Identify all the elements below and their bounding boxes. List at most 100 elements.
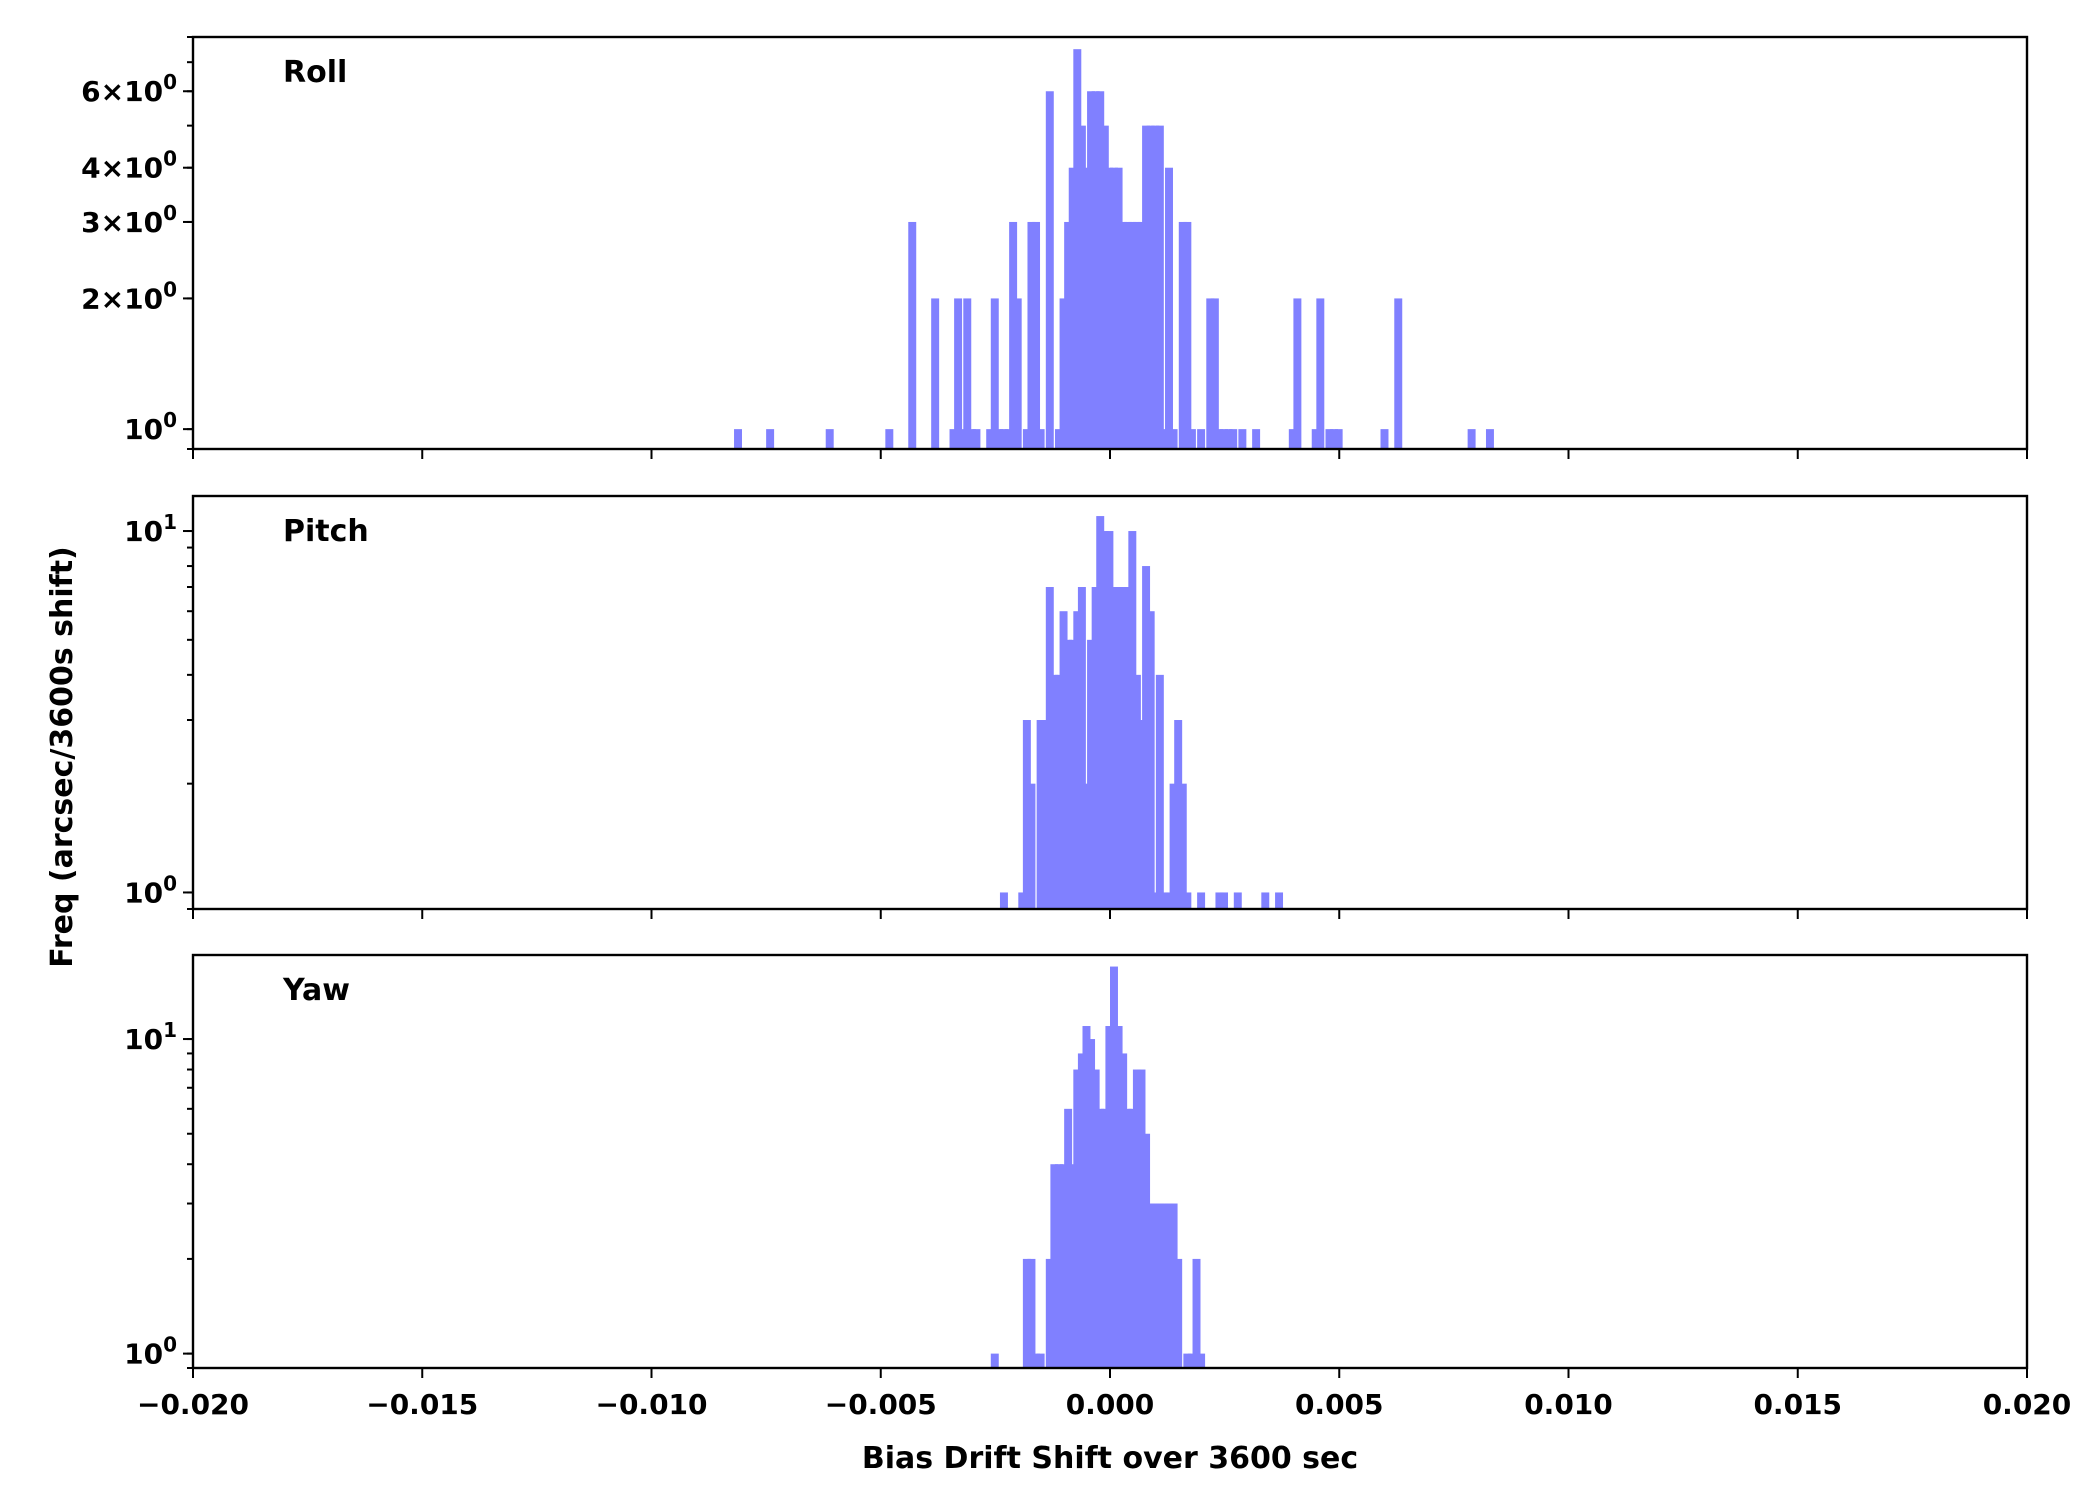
histogram-bar — [963, 298, 972, 449]
bars-pitch — [999, 516, 1284, 909]
histogram-bar — [1142, 1133, 1151, 1368]
histogram-bar — [1022, 720, 1031, 909]
histogram-bar — [1059, 298, 1068, 449]
histogram-bar — [1394, 298, 1403, 449]
histogram-bar — [1077, 1053, 1086, 1368]
histogram-bar — [1123, 1108, 1132, 1368]
histogram-bar — [1022, 429, 1031, 449]
histogram-bar — [958, 429, 967, 449]
histogram-bar — [1073, 49, 1082, 449]
histogram-bar — [967, 429, 976, 449]
histogram-bar — [1045, 587, 1054, 909]
histogram-bar — [1082, 1026, 1091, 1368]
histogram-bar — [1316, 298, 1325, 449]
histogram-bar — [1105, 167, 1114, 449]
histogram-bar — [1229, 429, 1238, 449]
histogram-bar — [1054, 1164, 1063, 1368]
histogram-bar — [1110, 966, 1118, 1368]
histogram-bar — [1206, 298, 1215, 449]
histogram-bar — [1068, 1164, 1077, 1368]
histogram-bar — [1054, 429, 1063, 449]
panel-label: Roll — [283, 55, 347, 90]
histogram-bar — [1160, 429, 1169, 449]
x-tick-label: −0.010 — [595, 1388, 707, 1421]
histogram-bar — [1233, 892, 1242, 909]
histogram-bar — [1132, 674, 1141, 909]
histogram-bar — [1215, 892, 1224, 909]
histogram-bar — [1155, 674, 1164, 909]
histogram-bar — [1224, 429, 1233, 449]
histogram-bar — [1183, 892, 1192, 909]
histogram-bar — [1169, 783, 1178, 909]
histogram-bar — [1485, 429, 1494, 449]
histogram-bar — [1146, 1203, 1155, 1368]
histogram-bar — [1169, 1203, 1178, 1368]
histogram-bar — [1105, 1026, 1114, 1368]
histogram-bar — [1160, 892, 1169, 909]
histogram-bar — [1100, 531, 1109, 909]
panel-yaw: −0.020 −0.015 −0.010 −0.005 0.000 0.005 0.010 0… — [124, 953, 2071, 1421]
x-tick-label: −0.020 — [137, 1388, 249, 1421]
y-tick-label: 100 — [124, 871, 177, 909]
histogram-bar — [1105, 531, 1114, 909]
histogram-bar — [1073, 611, 1082, 909]
histogram-bar — [1050, 1164, 1059, 1368]
histogram-bar — [1032, 221, 1041, 449]
histogram-bar — [1128, 531, 1137, 909]
histogram-bar — [1174, 1258, 1183, 1368]
histogram-bar — [1192, 1258, 1201, 1368]
histogram-bar — [1059, 1164, 1068, 1368]
histogram-bar — [1132, 1069, 1141, 1368]
histogram-bar — [1027, 221, 1036, 449]
histogram-bar — [1032, 1353, 1041, 1368]
histogram-bar — [954, 298, 963, 449]
histogram-bar — [1096, 516, 1105, 909]
histogram-bar — [1114, 1026, 1123, 1368]
histogram-bar — [1036, 720, 1045, 909]
histogram-bar — [1119, 221, 1128, 449]
histogram-bar — [999, 892, 1008, 909]
histogram-bar — [1009, 221, 1018, 449]
histogram-bar — [908, 221, 917, 449]
histogram-bar — [1165, 892, 1173, 909]
histogram-bar — [1036, 429, 1045, 449]
histogram-bar — [1132, 221, 1141, 449]
histogram-bar — [1114, 587, 1123, 909]
x-tick-label: −0.015 — [366, 1388, 478, 1421]
histogram-bar — [1073, 1069, 1082, 1368]
histogram-bar — [1128, 221, 1137, 449]
histogram-bar — [1155, 125, 1164, 449]
histogram-bar — [1155, 1203, 1164, 1368]
histogram-bar — [1096, 1108, 1105, 1368]
histogram-bar — [995, 429, 1004, 449]
histogram-bar — [1045, 1258, 1054, 1368]
histogram-bar — [1142, 125, 1151, 449]
histogram-bar — [1096, 91, 1105, 449]
histogram-bar — [1068, 167, 1077, 449]
histogram-bar — [1174, 720, 1183, 909]
histogram-bar — [1183, 221, 1192, 449]
histogram-bar — [1220, 429, 1229, 449]
histogram-bar — [1128, 1108, 1137, 1368]
histogram-bar — [1151, 125, 1160, 449]
bars-yaw — [990, 966, 1206, 1368]
x-tick-label: 0.005 — [1295, 1388, 1384, 1421]
histogram-bar — [1091, 91, 1100, 449]
histogram-bar — [1027, 783, 1036, 909]
histogram-bar — [1220, 892, 1229, 909]
histogram-bar — [1311, 429, 1320, 449]
histogram-bar — [1183, 1353, 1192, 1368]
histogram-bar — [1187, 429, 1196, 449]
histogram-bar — [1064, 1108, 1073, 1368]
histogram-bar — [1050, 674, 1059, 909]
histogram-bar — [1252, 429, 1261, 449]
histogram-bar — [1064, 639, 1073, 909]
histogram-bar — [1151, 892, 1160, 909]
histogram-bar — [1100, 125, 1109, 449]
histogram-bar — [1165, 167, 1173, 449]
histogram-bar — [766, 429, 775, 449]
histogram-bar — [1275, 892, 1284, 909]
x-tick-label: 0.015 — [1753, 1388, 1842, 1421]
histogram-bar — [1293, 298, 1302, 449]
